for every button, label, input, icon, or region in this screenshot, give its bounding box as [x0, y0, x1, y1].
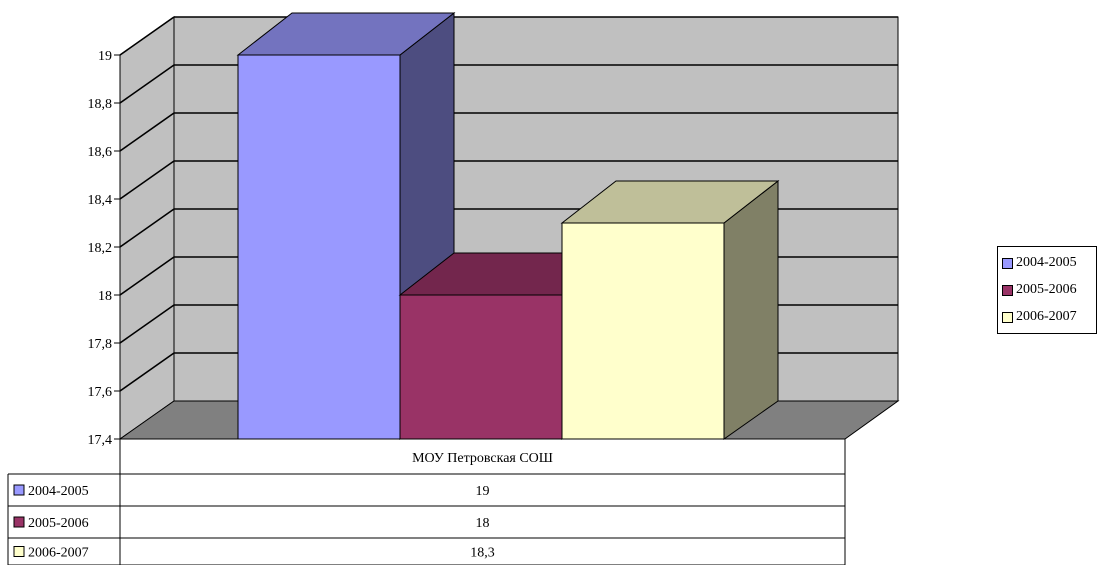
legend-label: 2005-2006 — [1016, 282, 1077, 297]
data-table: МОУ Петровская СОШ 2004-2005 19 2005-2006 18… — [7, 438, 846, 565]
bar-front — [399, 294, 563, 440]
y-tick-label: 18,8 — [88, 97, 113, 112]
table-header: МОУ Петровская СОШ — [412, 451, 553, 466]
bar-front — [561, 222, 725, 440]
gridline-side — [119, 112, 175, 152]
bar-front — [237, 54, 401, 440]
bar-2006-2007 — [560, 179, 780, 440]
table-value: 19 — [476, 484, 490, 499]
bar-top — [236, 12, 456, 56]
gridline-side — [119, 304, 175, 344]
table-value: 18 — [476, 516, 490, 531]
legend-swatch — [1002, 257, 1013, 269]
bar-top — [560, 180, 780, 224]
table-swatch — [13, 516, 25, 528]
y-axis: 17,4 17,6 17,8 18 18,2 18,4 18,6 18,8 19 — [88, 49, 121, 448]
gridline-side — [119, 64, 175, 104]
legend-item-2004-2005: 2004-2005 — [1002, 252, 1077, 274]
gridline-side — [119, 16, 175, 56]
legend-label: 2004-2005 — [1016, 255, 1077, 270]
table-row-label: 2006-2007 — [28, 546, 89, 561]
table-swatch — [13, 546, 25, 557]
bar-side — [723, 179, 779, 440]
y-tick-label: 17,6 — [88, 385, 113, 400]
table-value: 18,3 — [470, 546, 495, 561]
legend-item-2006-2007: 2006-2007 — [1002, 306, 1077, 328]
bars — [236, 11, 780, 440]
y-tick-label: 18,2 — [88, 241, 113, 256]
legend: 2004-2005 2005-2006 2006-2007 — [997, 246, 1097, 334]
gridline-side — [119, 256, 175, 296]
y-tick-label: 18,4 — [88, 193, 113, 208]
legend-label: 2006-2007 — [1016, 309, 1077, 324]
legend-item-2005-2006: 2005-2006 — [1002, 279, 1077, 301]
gridline-side — [119, 208, 175, 248]
table-row-label: 2004-2005 — [28, 484, 89, 499]
y-tick-label: 17,4 — [88, 433, 113, 448]
gridline-side — [119, 160, 175, 200]
gridline-side — [119, 352, 175, 392]
y-tick-label: 18 — [98, 289, 112, 304]
y-tick-label: 17,8 — [88, 337, 113, 352]
y-tick-label: 19 — [98, 49, 112, 64]
table-swatch — [13, 484, 25, 496]
legend-swatch — [1002, 311, 1013, 323]
y-tick-label: 18,6 — [88, 145, 113, 160]
legend-swatch — [1002, 284, 1013, 296]
table-row-label: 2005-2006 — [28, 516, 89, 531]
